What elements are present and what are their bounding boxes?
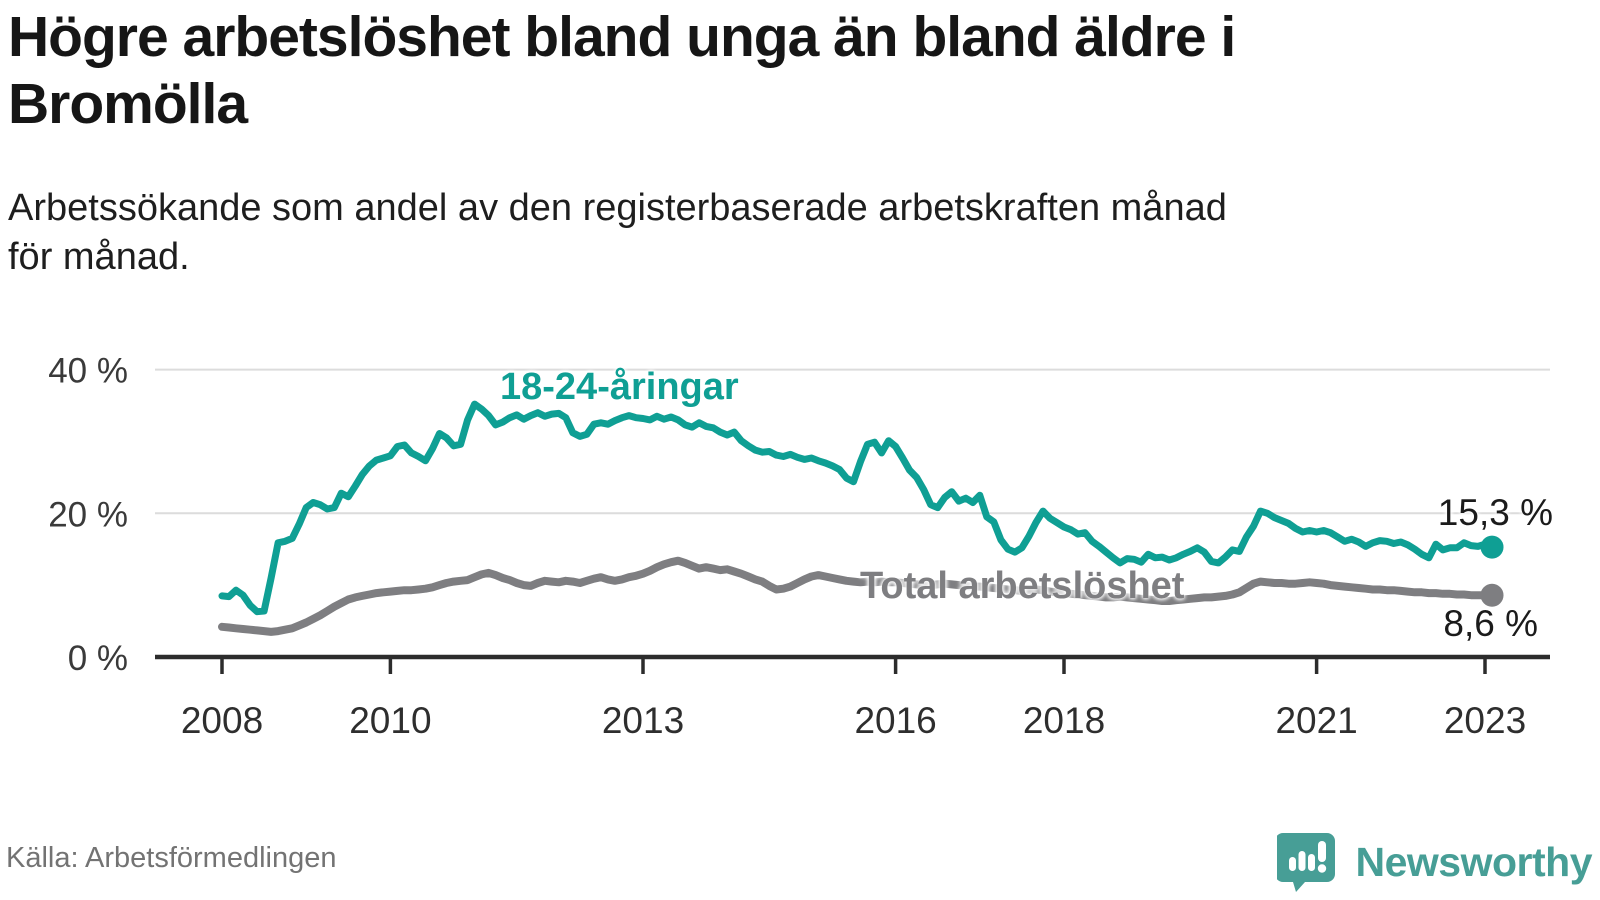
newsworthy-logo-icon bbox=[1276, 833, 1335, 892]
source-note: Källa: Arbetsförmedlingen bbox=[6, 842, 337, 874]
x-tick-label-2013: 2013 bbox=[602, 700, 684, 741]
newsworthy-brand: Newsworthy bbox=[1276, 830, 1593, 894]
subtitle-line-2: för månad. bbox=[8, 235, 190, 278]
subtitle-line-1: Arbetssökande som andel av den registerb… bbox=[8, 187, 1227, 229]
title-line-2: Bromölla bbox=[8, 72, 248, 137]
x-tick-label-2018: 2018 bbox=[1023, 700, 1105, 741]
y-tick-label-0: 0 % bbox=[68, 639, 128, 678]
x-tick-label-2016: 2016 bbox=[854, 700, 936, 741]
x-tick-label-2010: 2010 bbox=[349, 700, 431, 741]
y-tick-label-20: 20 % bbox=[48, 495, 128, 534]
series-label-youth: 18-24-åringar bbox=[500, 366, 739, 408]
brand-name: Newsworthy bbox=[1355, 838, 1593, 885]
end-value-label-total: 8,6 % bbox=[1443, 603, 1538, 644]
end-dot-total bbox=[1480, 583, 1504, 607]
x-tick-label-2008: 2008 bbox=[181, 700, 263, 741]
x-tick-label-2021: 2021 bbox=[1275, 700, 1357, 741]
chart-subtitle: Arbetssökande som andel av den registerb… bbox=[8, 184, 1588, 281]
end-value-label-youth: 15,3 % bbox=[1437, 492, 1553, 533]
series-label-total: Total arbetslöshet bbox=[860, 565, 1185, 607]
series-line-youth bbox=[218, 400, 1496, 616]
page-title: Högre arbetslöshet bland unga än bland ä… bbox=[8, 4, 1588, 139]
title-line-1: Högre arbetslöshet bland unga än bland ä… bbox=[8, 5, 1236, 69]
y-tick-label-40: 40 % bbox=[48, 352, 128, 391]
end-dot-youth bbox=[1480, 535, 1504, 559]
x-tick-label-2023: 2023 bbox=[1444, 700, 1526, 741]
series-line-total bbox=[218, 556, 1496, 636]
